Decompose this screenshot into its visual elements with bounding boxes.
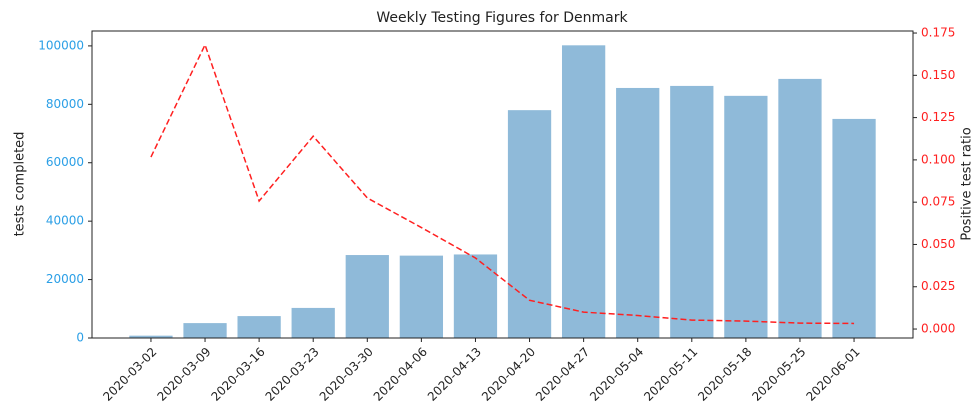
x-tick-label: 2020-03-09 xyxy=(154,345,213,404)
y-tick-label: 20000 xyxy=(46,272,84,286)
y2-tick-label: 0.075 xyxy=(921,195,955,209)
x-tick-label: 2020-03-30 xyxy=(317,345,376,404)
bar xyxy=(183,323,227,338)
bar xyxy=(453,254,498,338)
bar xyxy=(616,87,660,338)
bar xyxy=(724,95,768,339)
y-tick-label: 80000 xyxy=(46,97,84,111)
bar xyxy=(778,78,822,339)
x-tick-label: 2020-05-25 xyxy=(749,345,808,404)
y2-axis-label: Positive test ratio xyxy=(960,127,975,240)
x-tick-label: 2020-05-18 xyxy=(695,345,754,404)
y2-tick-label: 0.175 xyxy=(921,26,955,40)
x-tick-label: 2020-04-27 xyxy=(533,345,592,404)
bar xyxy=(670,85,714,339)
plot-frame xyxy=(91,30,914,339)
bar xyxy=(507,110,552,338)
y-tick-label: 40000 xyxy=(46,214,84,228)
y2-tick-label: 0.150 xyxy=(921,68,955,82)
y-tick-label: 60000 xyxy=(46,155,84,169)
bar xyxy=(291,307,335,338)
y-tick-label: 100000 xyxy=(38,38,84,52)
bar xyxy=(561,45,606,338)
bar xyxy=(345,255,389,338)
bar xyxy=(399,255,444,338)
y2-tick-label: 0.125 xyxy=(921,110,955,124)
x-tick-label: 2020-05-04 xyxy=(587,345,646,404)
x-tick-label: 2020-03-23 xyxy=(263,345,322,404)
y2-tick-label: 0.025 xyxy=(921,279,955,293)
y-axis-label: tests completed xyxy=(13,132,28,237)
x-tick-label: 2020-03-16 xyxy=(208,345,267,404)
x-tick-label: 2020-04-06 xyxy=(371,345,430,404)
x-tick-label: 2020-03-02 xyxy=(100,345,159,404)
chart-title: Weekly Testing Figures for Denmark xyxy=(376,10,628,26)
y-tick-label: 0 xyxy=(76,331,84,345)
y2-tick-label: 0.000 xyxy=(921,322,955,336)
x-tick-label: 2020-04-20 xyxy=(479,345,538,404)
x-tick-label: 2020-04-13 xyxy=(425,345,484,404)
x-tick-label: 2020-06-01 xyxy=(803,345,862,404)
x-tick-label: 2020-05-11 xyxy=(641,345,700,404)
line xyxy=(150,42,855,325)
bar xyxy=(129,335,173,338)
y2-tick-label: 0.050 xyxy=(921,237,955,251)
bar xyxy=(237,316,281,338)
bar xyxy=(832,118,876,338)
y2-tick-label: 0.100 xyxy=(921,152,955,166)
